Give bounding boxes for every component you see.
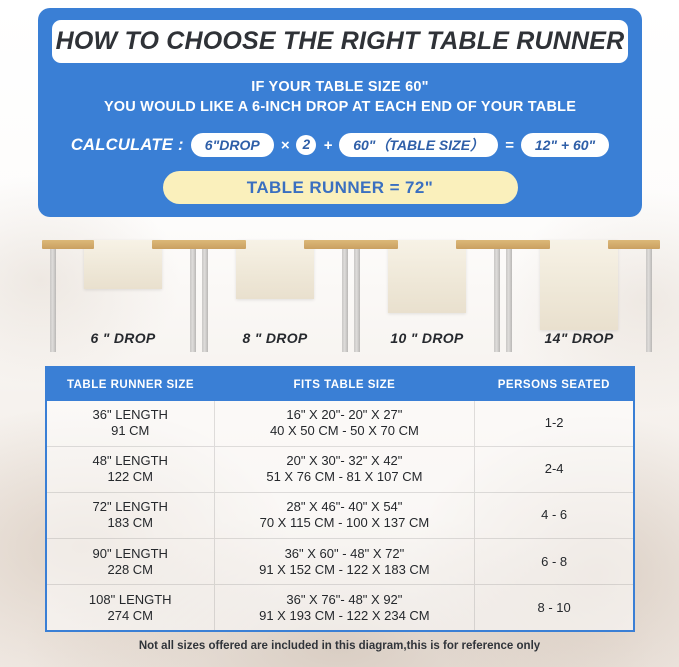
table-top-right: [608, 240, 660, 249]
column-header-fits-table-size: FITS TABLE SIZE: [214, 368, 475, 401]
runner-cloth: [388, 240, 466, 313]
calculation-panel: HOW TO CHOOSE THE RIGHT TABLE RUNNER IF …: [38, 8, 642, 217]
drop-caption: 8 " DROP: [242, 330, 308, 346]
calculate-label: CALCULATE :: [70, 135, 184, 154]
cell-fits-table-size: 36" X 76"- 48" X 92" 91 X 193 CM - 122 X …: [214, 584, 476, 630]
table-top-right: [152, 240, 204, 249]
drop-caption: 6 " DROP: [90, 330, 156, 346]
table-leg-left: [50, 249, 56, 352]
table-leg-right: [646, 249, 652, 352]
drop-caption: 14" DROP: [544, 330, 614, 346]
table-size-pill: 60"（TABLE SIZE）: [339, 133, 499, 157]
table-top-right: [304, 240, 356, 249]
cell-runner-size: 36" LENGTH 91 CM: [47, 401, 215, 447]
table-illustration: 10 " DROP: [342, 228, 512, 352]
cell-persons-seated: 8 - 10: [474, 584, 633, 630]
runner-cloth: [84, 240, 162, 289]
multiply-operator-icon: ×: [280, 136, 290, 154]
cell-runner-size: 90" LENGTH 228 CM: [47, 538, 215, 585]
table-illustration: 6 " DROP: [38, 228, 208, 352]
page-title: HOW TO CHOOSE THE RIGHT TABLE RUNNER: [55, 27, 625, 55]
cell-persons-seated: 1-2: [544, 415, 564, 431]
table-body: 36" LENGTH 91 CM 16" X 20"- 20" X 27" 40 X …: [47, 401, 633, 630]
table-row: 36" LENGTH 91 CM 16" X 20"- 20" X 27" 40 X …: [47, 401, 633, 447]
table-row: 90" LENGTH 228 CM 36" X 60" - 48" X 72" 91 …: [47, 538, 633, 585]
table-leg-right: [342, 249, 348, 352]
table-top-left: [498, 240, 550, 249]
cell-runner-size: 108" LENGTH 274 CM: [47, 584, 215, 630]
footnote: Not all sizes offered are included in th…: [138, 640, 541, 652]
title-plate: HOW TO CHOOSE THE RIGHT TABLE RUNNER: [52, 20, 628, 63]
drop-caption: 10 " DROP: [390, 330, 464, 346]
table-leg-left: [202, 249, 208, 352]
table-top-right: [456, 240, 508, 249]
equals-operator-icon: =: [505, 136, 514, 154]
cell-fits-table-size: 16" X 20"- 20" X 27" 40 X 50 CM - 50 X 70…: [214, 401, 476, 447]
drop-illustrations: 6 " DROP 8 " DROP 10 " DROP 14" DROP: [0, 228, 679, 352]
multiplier-pill: 2: [296, 135, 317, 155]
sum-pill: 12" + 60": [520, 133, 610, 157]
cell-persons-seated: 4 - 6: [474, 491, 633, 539]
cell-runner-size: 72" LENGTH 183 CM: [47, 491, 215, 539]
table-row: 48" LENGTH 122 CM 20" X 30"- 32" X 42" 51 X…: [47, 445, 633, 493]
table-illustration: 14" DROP: [494, 228, 664, 352]
cell-persons-seated: 2-4: [474, 445, 633, 493]
table-leg-left: [354, 249, 360, 352]
table-leg-right: [190, 249, 196, 352]
table-leg-right: [494, 249, 500, 352]
column-header-runner-size: TABLE RUNNER SIZE: [47, 368, 214, 401]
subtitle-line-1: IF YOUR TABLE SIZE 60": [251, 79, 429, 95]
runner-cloth: [236, 240, 314, 299]
table-top-left: [42, 240, 94, 249]
cell-fits-table-size: 20" X 30"- 32" X 42" 51 X 76 CM - 81 X 10…: [214, 445, 476, 493]
runner-cloth: [540, 240, 618, 330]
cell-fits-table-size: 28" X 46"- 40" X 54" 70 X 115 CM - 100 X …: [214, 491, 476, 539]
table-row: 72" LENGTH 183 CM 28" X 46"- 40" X 54" 70 X…: [47, 491, 633, 539]
subtitle-block: IF YOUR TABLE SIZE 60" YOU WOULD LIKE A …: [52, 77, 628, 117]
cell-runner-size: 48" LENGTH 122 CM: [47, 445, 215, 493]
subtitle-line-2: YOU WOULD LIKE A 6-INCH DROP AT EACH END…: [103, 99, 577, 115]
plus-operator-icon: +: [323, 136, 333, 154]
table-top-left: [194, 240, 246, 249]
table-top-left: [346, 240, 398, 249]
size-chart-table: TABLE RUNNER SIZE FITS TABLE SIZE PERSON…: [45, 366, 635, 632]
drop-value-pill: 6"DROP: [190, 133, 274, 157]
table-leg-left: [506, 249, 512, 352]
cell-persons-seated: 6 - 8: [474, 538, 633, 585]
calculation-row: CALCULATE : 6"DROP × 2 + 60"（TABLE SIZE）…: [52, 133, 628, 157]
table-header-row: TABLE RUNNER SIZE FITS TABLE SIZE PERSON…: [47, 368, 633, 401]
table-illustration: 8 " DROP: [190, 228, 360, 352]
table-runner-result-pill: TABLE RUNNER = 72": [162, 171, 518, 204]
table-row: 108" LENGTH 274 CM 36" X 76"- 48" X 92" 91 …: [47, 584, 633, 630]
cell-fits-table-size: 36" X 60" - 48" X 72" 91 X 152 CM - 122 X…: [214, 538, 476, 585]
column-header-persons-seated: PERSONS SEATED: [474, 368, 633, 401]
